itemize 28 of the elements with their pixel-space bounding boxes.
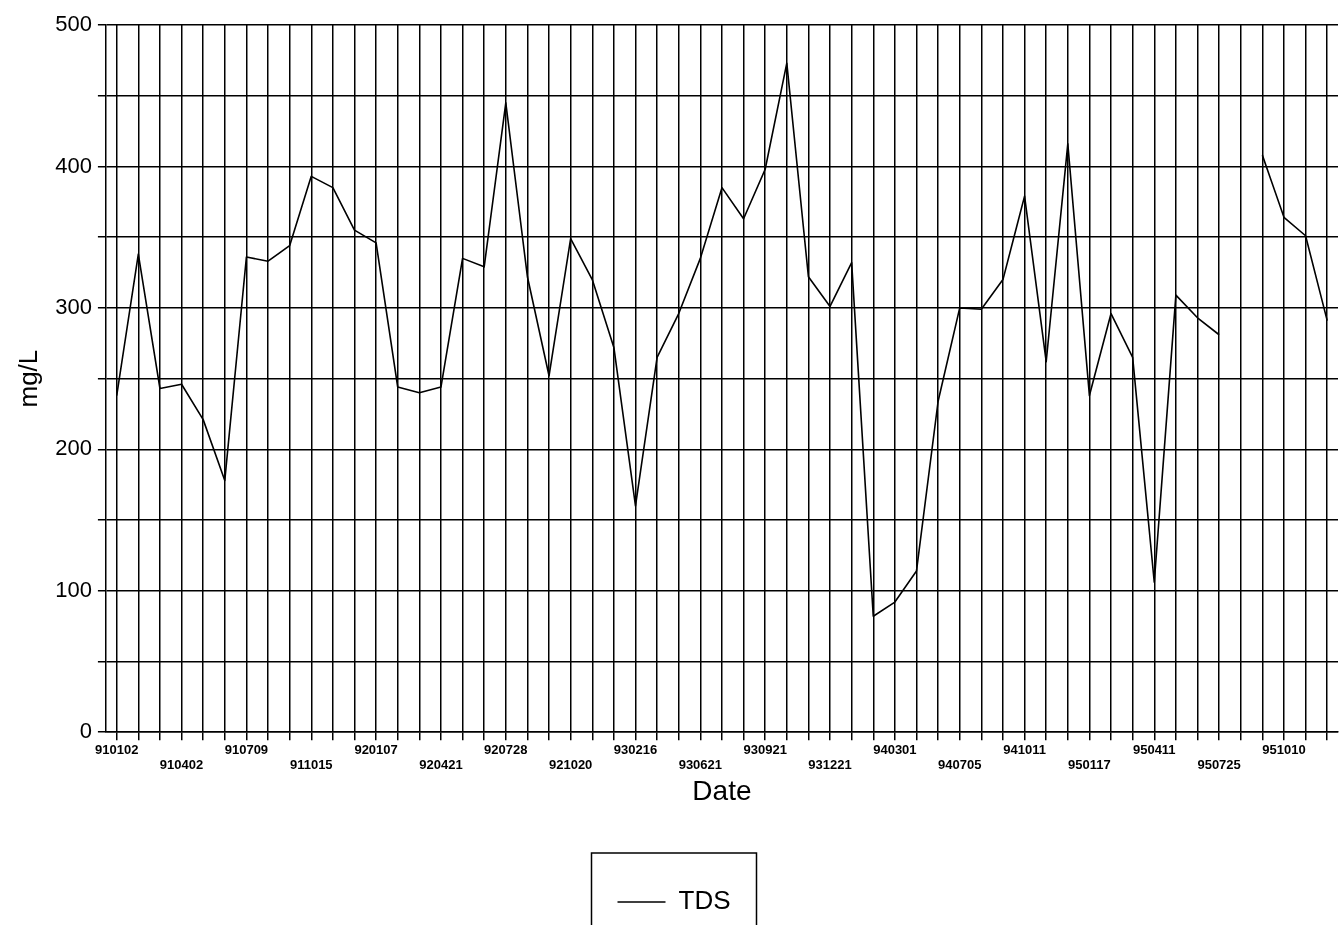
y-tick-label: 100	[55, 576, 92, 602]
x-tick-label: 920421	[419, 757, 463, 773]
x-tick-label: 911015	[289, 757, 333, 773]
y-tick-label: 500	[55, 11, 92, 37]
x-tick-label: 910709	[224, 741, 269, 757]
x-tick-label: 910102	[95, 741, 139, 757]
x-tick-label: 950725	[1197, 757, 1241, 773]
y-axis-title: mg/L	[12, 349, 43, 408]
y-tick-label: 0	[79, 718, 92, 744]
x-tick-label: 921020	[548, 757, 593, 773]
x-tick-label: 910402	[159, 757, 204, 773]
x-tick-label: 931221	[808, 757, 852, 773]
x-tick-label: 920107	[354, 741, 398, 757]
x-tick-label: 940301	[873, 741, 917, 757]
x-tick-label: 940705	[938, 757, 982, 773]
x-tick-label: 950117	[1068, 757, 1111, 773]
x-tick-label: 941011	[1003, 741, 1046, 757]
y-tick-label: 300	[55, 293, 92, 319]
x-tick-label: 930921	[743, 741, 787, 757]
x-tick-label: 950411	[1132, 741, 1176, 757]
y-tick-label: 200	[55, 435, 92, 461]
x-tick-label: 920728	[484, 741, 528, 757]
y-tick-label: 400	[55, 152, 92, 178]
x-tick-label: 951010	[1262, 741, 1306, 757]
x-axis-title: Date	[692, 774, 752, 806]
x-tick-label: 930216	[613, 741, 658, 757]
legend-label: TDS	[678, 885, 731, 916]
x-tick-label: 930621	[678, 757, 723, 773]
